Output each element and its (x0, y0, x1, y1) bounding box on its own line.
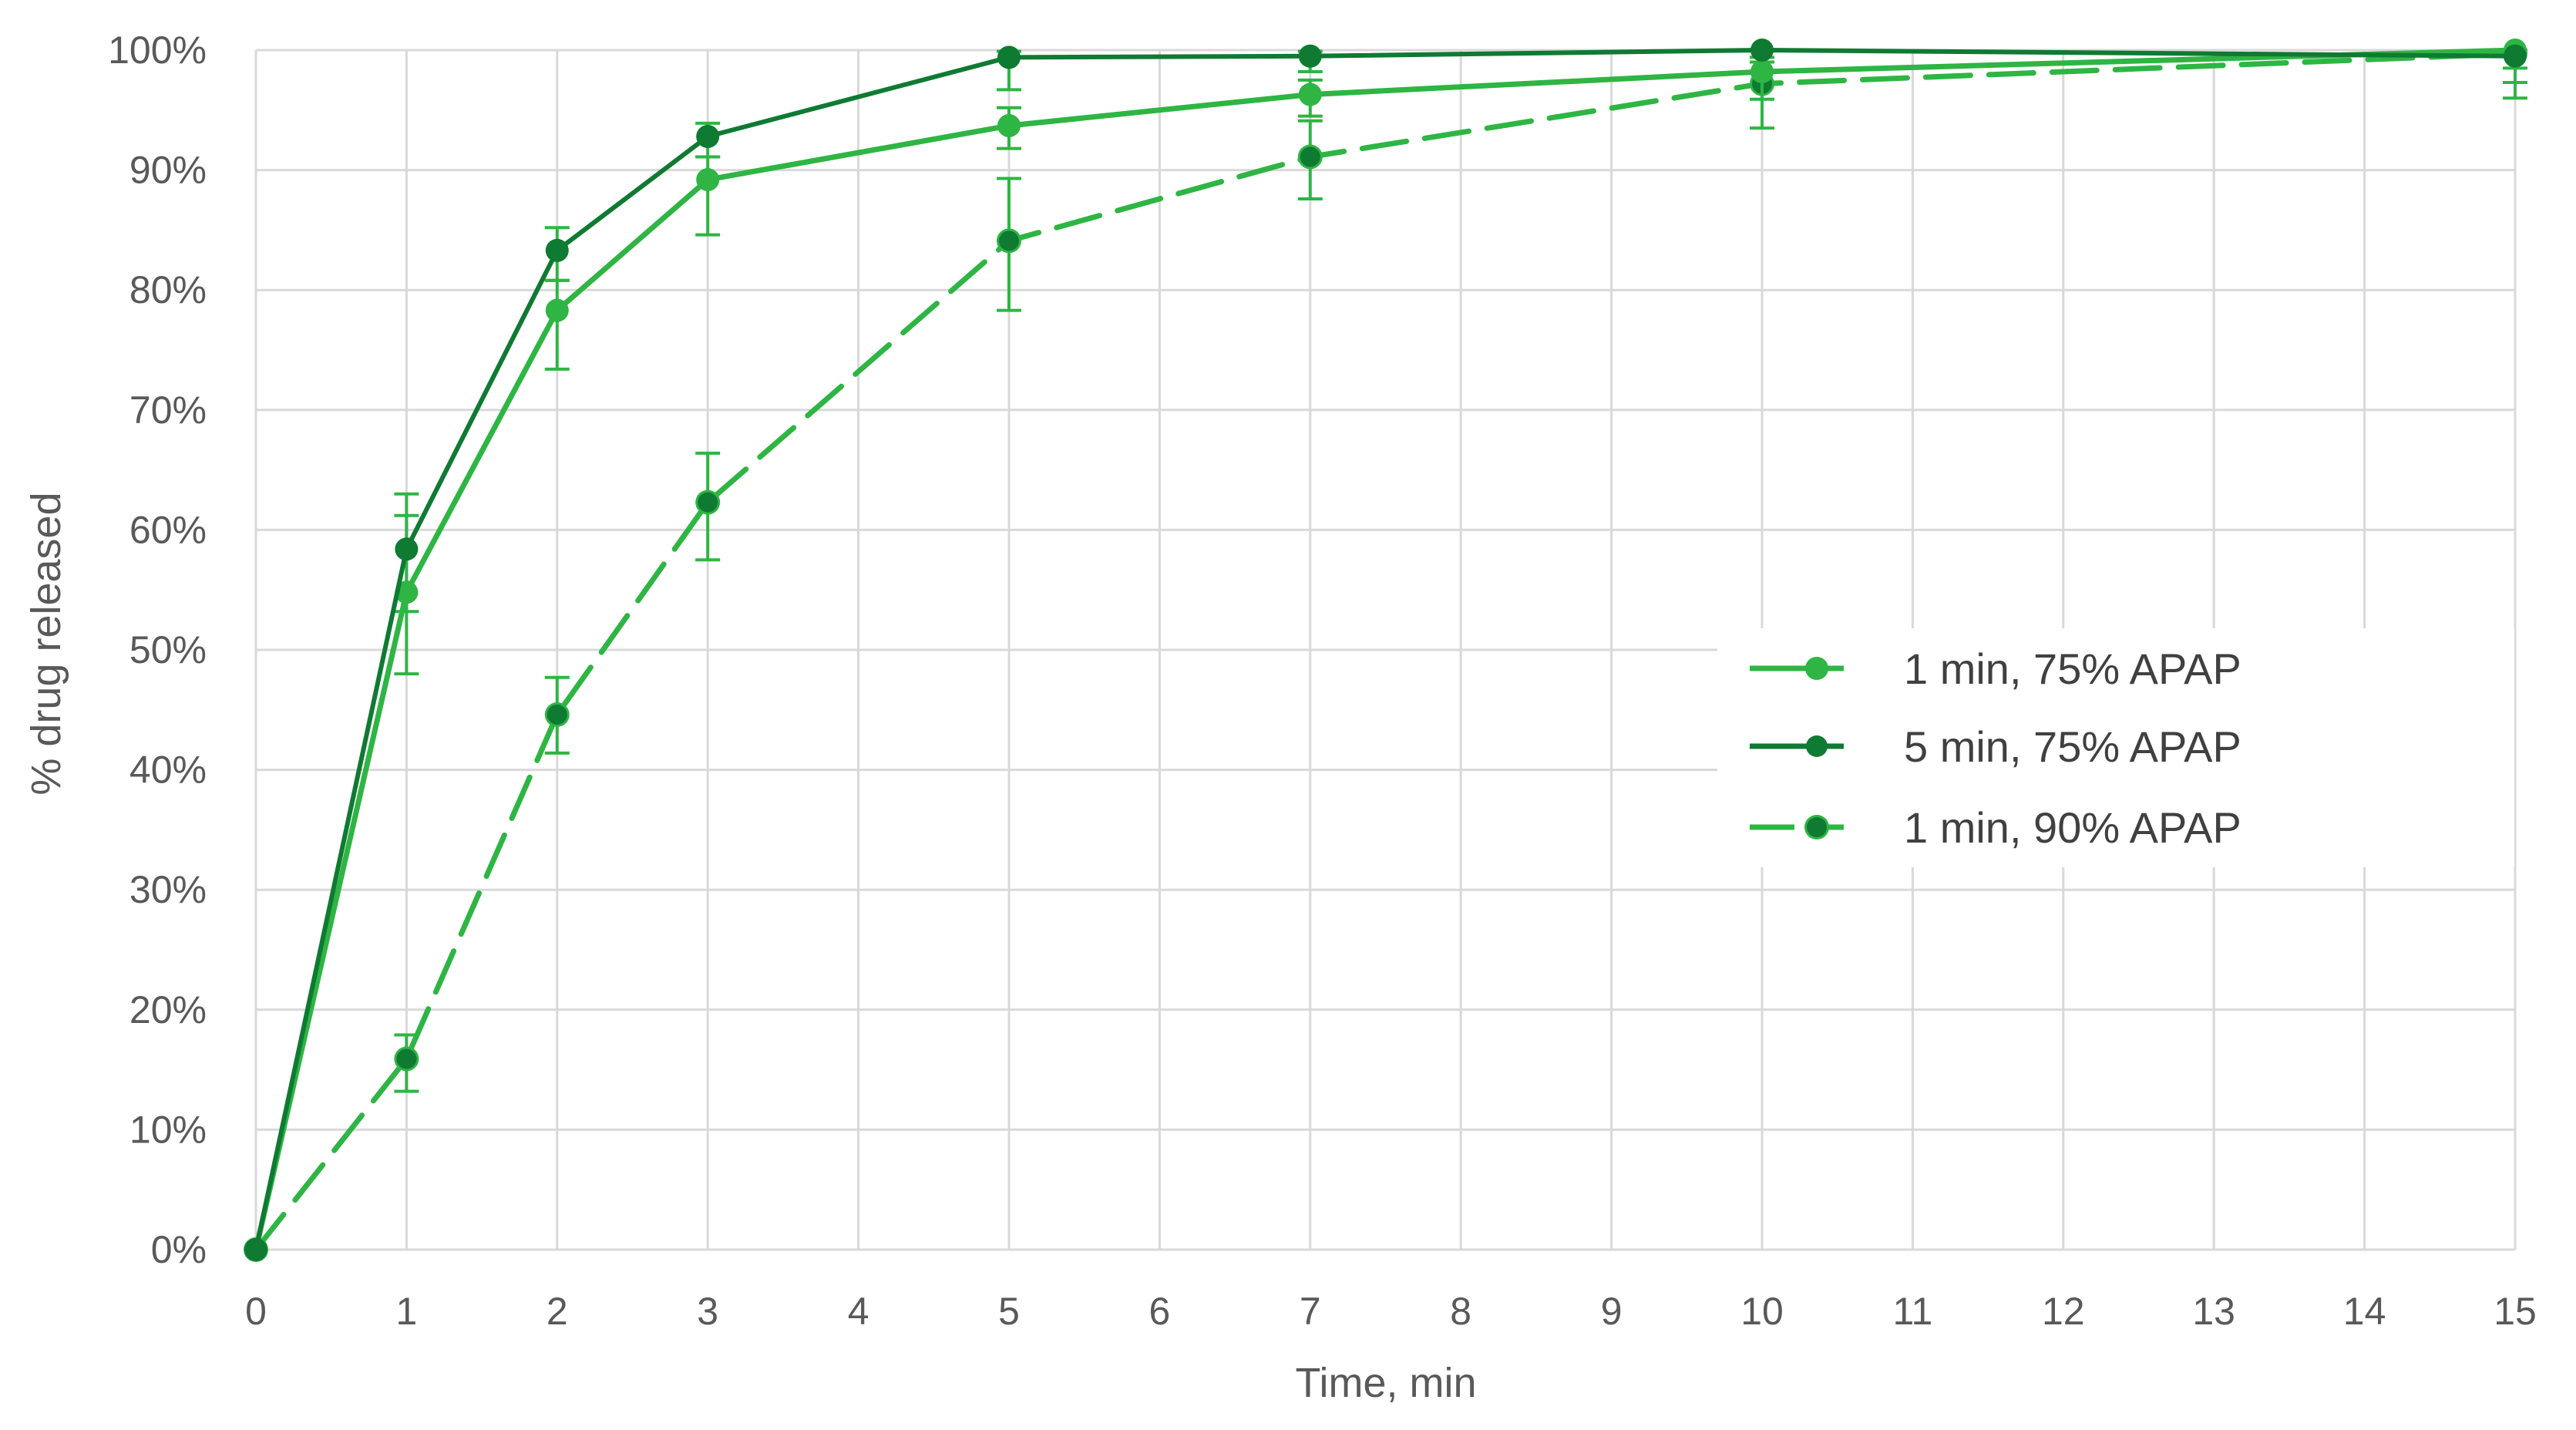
y-tick-label: 80% (129, 268, 207, 311)
x-axis-tick-labels: 0 1 2 3 4 5 6 7 8 9 10 11 12 13 14 15 (245, 1290, 2537, 1333)
legend-box (1717, 628, 2514, 867)
x-tick-label: 15 (2494, 1290, 2537, 1333)
y-tick-label: 60% (129, 508, 207, 551)
series-line (253, 47, 2516, 1250)
data-series (244, 39, 2527, 1262)
data-marker (545, 298, 569, 322)
y-tick-label: 10% (129, 1108, 207, 1151)
y-tick-label: 100% (108, 29, 207, 72)
legend-marker-dark-icon (1806, 735, 1828, 757)
data-marker (545, 238, 569, 262)
data-marker (2504, 44, 2527, 68)
x-tick-label: 7 (1300, 1290, 1321, 1333)
data-marker (1750, 39, 1774, 62)
data-marker (244, 1238, 267, 1261)
legend-label: 1 min, 90% APAP (1904, 803, 2241, 852)
data-marker (1298, 82, 1322, 106)
legend-item-5min-75: 5 min, 75% APAP (1750, 722, 2241, 771)
x-tick-label: 2 (546, 1290, 568, 1333)
data-marker (997, 45, 1021, 69)
series-line (254, 48, 2516, 1250)
data-marker (698, 492, 718, 513)
x-tick-label: 11 (1892, 1290, 1932, 1333)
data-marker (395, 537, 419, 561)
data-marker (396, 1048, 417, 1069)
x-tick-label: 0 (245, 1290, 267, 1333)
legend-item-1min-75: 1 min, 75% APAP (1750, 644, 2241, 693)
y-tick-label: 30% (129, 868, 207, 911)
x-tick-label: 5 (998, 1290, 1020, 1333)
y-axis-title: % drug released (23, 492, 69, 795)
data-marker (1750, 60, 1774, 84)
x-tick-label: 3 (697, 1290, 718, 1333)
y-tick-label: 90% (129, 149, 207, 192)
y-tick-label: 70% (129, 389, 207, 432)
x-tick-label: 1 (395, 1290, 417, 1333)
x-tick-label: 8 (1450, 1290, 1471, 1333)
series-2 (244, 41, 2527, 1262)
x-tick-label: 6 (1148, 1290, 1170, 1333)
legend-item-1min-90: 1 min, 90% APAP (1750, 803, 2241, 852)
legend-marker-light-icon (1805, 657, 1828, 680)
x-tick-label: 14 (2343, 1290, 2386, 1333)
data-marker (999, 230, 1019, 251)
y-tick-label: 20% (129, 988, 207, 1031)
data-marker (696, 125, 720, 149)
x-axis-title: Time, min (1295, 1360, 1476, 1406)
data-marker (696, 168, 720, 192)
y-tick-label: 0% (151, 1228, 207, 1271)
x-tick-label: 13 (2192, 1290, 2235, 1333)
x-tick-label: 4 (848, 1290, 869, 1333)
series-line (253, 51, 2518, 1253)
legend-label: 1 min, 75% APAP (1904, 644, 2241, 693)
x-tick-label: 12 (2042, 1290, 2085, 1333)
x-tick-label: 9 (1601, 1290, 1623, 1333)
data-marker (1298, 44, 1322, 68)
data-marker (1300, 146, 1320, 167)
data-marker (997, 114, 1021, 138)
legend: 1 min, 75% APAP 5 min, 75% APAP 1 min, 9… (1717, 628, 2514, 867)
y-tick-label: 40% (129, 749, 207, 792)
legend-marker-dark-icon (1807, 817, 1827, 837)
legend-label: 5 min, 75% APAP (1904, 722, 2241, 771)
y-axis-tick-labels: 0% 10% 20% 30% 40% 50% 60% 70% 80% 90% 100% (108, 29, 207, 1271)
series-1 (244, 39, 2527, 1261)
data-marker (546, 705, 567, 725)
x-tick-label: 10 (1740, 1290, 1784, 1333)
y-tick-label: 50% (129, 628, 207, 671)
